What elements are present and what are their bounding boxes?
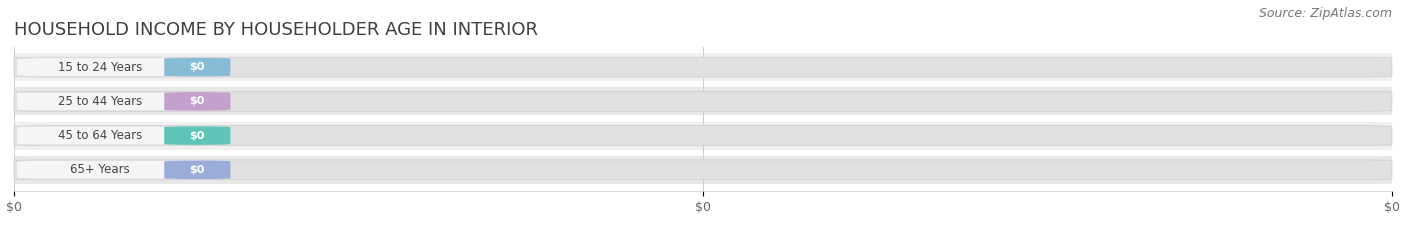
FancyBboxPatch shape: [14, 91, 1392, 111]
Text: 15 to 24 Years: 15 to 24 Years: [58, 61, 142, 74]
Text: $0: $0: [190, 165, 205, 175]
FancyBboxPatch shape: [165, 126, 231, 145]
Text: HOUSEHOLD INCOME BY HOUSEHOLDER AGE IN INTERIOR: HOUSEHOLD INCOME BY HOUSEHOLDER AGE IN I…: [14, 21, 538, 39]
Bar: [14, 87, 1392, 115]
FancyBboxPatch shape: [17, 161, 231, 179]
Text: Source: ZipAtlas.com: Source: ZipAtlas.com: [1258, 7, 1392, 20]
Text: $0: $0: [190, 131, 205, 140]
FancyBboxPatch shape: [165, 161, 231, 179]
Text: $0: $0: [190, 62, 205, 72]
FancyBboxPatch shape: [14, 57, 1392, 77]
Text: $0: $0: [190, 96, 205, 106]
FancyBboxPatch shape: [165, 92, 231, 111]
FancyBboxPatch shape: [165, 58, 231, 76]
Text: 25 to 44 Years: 25 to 44 Years: [58, 95, 142, 108]
FancyBboxPatch shape: [14, 126, 1392, 146]
Bar: [14, 156, 1392, 184]
FancyBboxPatch shape: [17, 92, 231, 111]
FancyBboxPatch shape: [17, 126, 231, 145]
Text: 45 to 64 Years: 45 to 64 Years: [58, 129, 142, 142]
FancyBboxPatch shape: [17, 58, 231, 76]
FancyBboxPatch shape: [14, 160, 1392, 180]
Text: 65+ Years: 65+ Years: [70, 163, 129, 176]
Bar: [14, 53, 1392, 81]
Bar: [14, 122, 1392, 150]
